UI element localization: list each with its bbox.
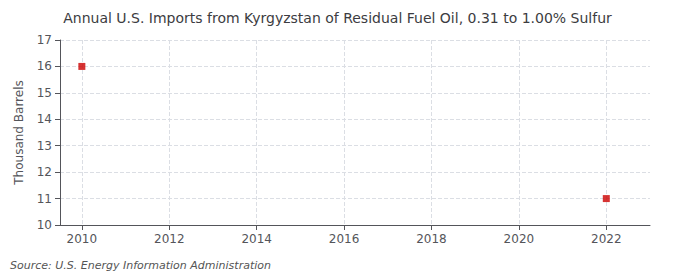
- svg-text:12: 12: [37, 165, 52, 179]
- svg-text:13: 13: [37, 139, 52, 153]
- svg-text:Thousand Barrels: Thousand Barrels: [12, 80, 26, 185]
- svg-text:Source: U.S. Energy Informatio: Source: U.S. Energy Information Administ…: [10, 259, 271, 272]
- svg-text:2018: 2018: [416, 232, 447, 246]
- svg-text:17: 17: [37, 33, 52, 47]
- svg-text:2016: 2016: [329, 232, 360, 246]
- svg-text:2020: 2020: [504, 232, 535, 246]
- svg-text:14: 14: [37, 112, 52, 126]
- svg-text:11: 11: [37, 192, 52, 206]
- svg-text:2012: 2012: [154, 232, 185, 246]
- svg-text:15: 15: [37, 86, 52, 100]
- svg-text:2022: 2022: [591, 232, 622, 246]
- svg-text:10: 10: [37, 218, 52, 232]
- svg-text:2014: 2014: [241, 232, 272, 246]
- svg-text:16: 16: [37, 59, 52, 73]
- svg-text:2010: 2010: [67, 232, 98, 246]
- svg-text:Annual U.S. Imports from Kyrgy: Annual U.S. Imports from Kyrgyzstan of R…: [63, 10, 612, 26]
